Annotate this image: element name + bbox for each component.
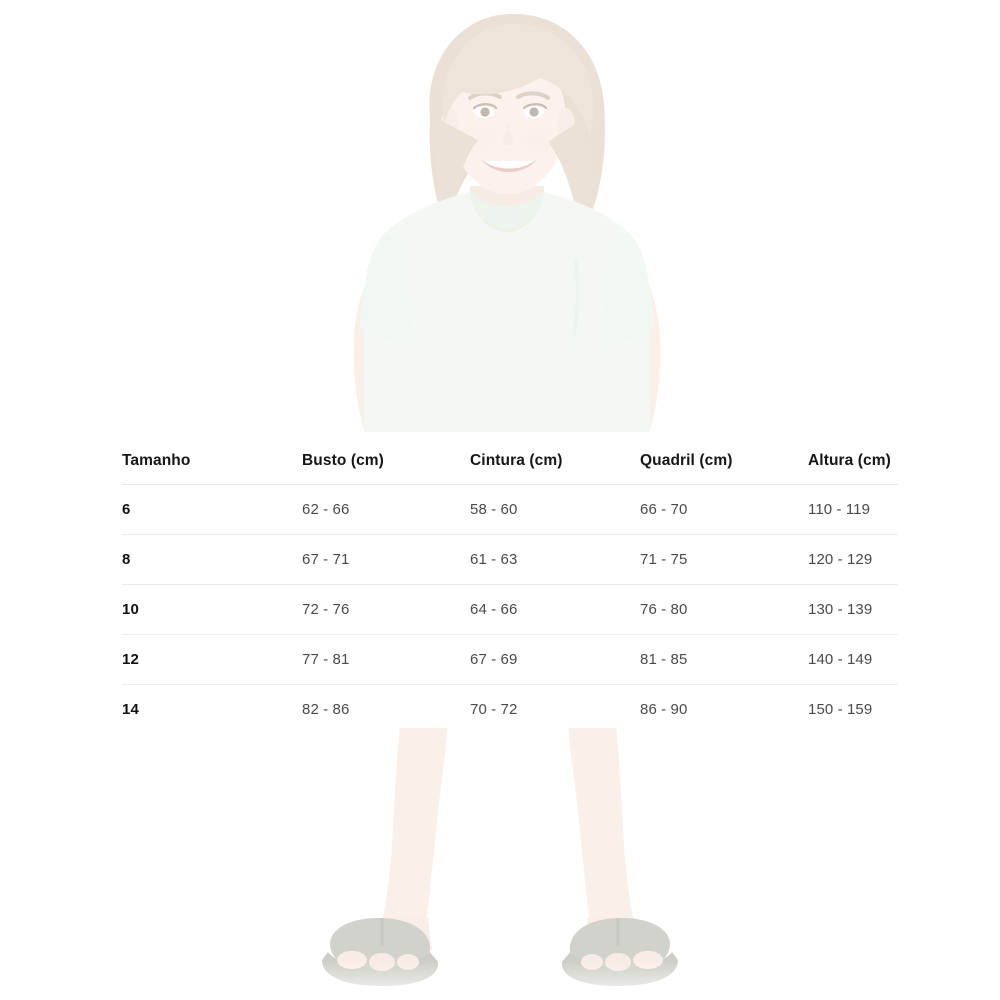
pupil-left [480, 107, 490, 117]
cell-cintura: 61 - 63 [470, 551, 518, 568]
cell-quadril: 71 - 75 [640, 551, 688, 568]
table-header-row: Tamanho Busto (cm) Cintura (cm) Quadril … [122, 452, 898, 485]
toes-left-a [337, 951, 367, 969]
cell-tamanho: 8 [122, 551, 131, 568]
cell-altura: 110 - 119 [808, 501, 871, 518]
leg-right [568, 726, 634, 922]
size-table-container: Tamanho Busto (cm) Cintura (cm) Quadril … [122, 452, 898, 734]
cell-quadril: 66 - 70 [640, 501, 688, 518]
foot-right [584, 918, 664, 950]
table-row: 8 67 - 71 61 - 63 71 - 75 120 - 129 [122, 535, 898, 585]
table-body: 6 62 - 66 58 - 60 66 - 70 110 - 119 8 67… [122, 485, 898, 735]
cell-quadril: 81 - 85 [640, 651, 688, 668]
hair-side-right [548, 122, 588, 230]
bottom-fade [0, 820, 1000, 1000]
cell-tamanho: 14 [122, 701, 139, 718]
cell-cintura: 67 - 69 [470, 651, 518, 668]
size-chart-table: Tamanho Busto (cm) Cintura (cm) Quadril … [122, 452, 898, 734]
tshirt-hem [364, 436, 650, 450]
cell-busto: 72 - 76 [302, 601, 350, 618]
cell-tamanho: 10 [122, 601, 139, 618]
toes-left-c [397, 954, 419, 970]
column-header-altura: Altura (cm) [808, 452, 891, 469]
teeth [484, 161, 534, 169]
cell-altura: 130 - 139 [808, 601, 873, 618]
cell-altura: 120 - 129 [808, 551, 873, 568]
eyebrow-right [516, 91, 550, 100]
hair-fringe [442, 23, 594, 137]
toes-right-a [581, 954, 603, 970]
face [450, 46, 566, 194]
toes-right-c [633, 951, 663, 969]
cell-busto: 67 - 71 [302, 551, 350, 568]
cell-cintura: 64 - 66 [470, 601, 518, 618]
pupil-right [529, 107, 539, 117]
nose [503, 122, 513, 146]
column-header-cintura: Cintura (cm) [470, 452, 563, 469]
eye-white-right [524, 106, 544, 118]
mouth [482, 160, 536, 172]
sandal-left [322, 918, 439, 986]
table-row: 6 62 - 66 58 - 60 66 - 70 110 - 119 [122, 485, 898, 535]
table-row: 12 77 - 81 67 - 69 81 - 85 140 - 149 [122, 635, 898, 685]
cheek-left [456, 124, 500, 156]
column-header-tamanho: Tamanho [122, 452, 191, 469]
ear-right [557, 108, 575, 140]
table-row: 10 72 - 76 64 - 66 76 - 80 130 - 139 [122, 585, 898, 635]
cell-busto: 77 - 81 [302, 651, 350, 668]
eyelid-right [522, 103, 548, 110]
cell-quadril: 76 - 80 [640, 601, 688, 618]
column-header-busto: Busto (cm) [302, 452, 384, 469]
cell-altura: 150 - 159 [808, 701, 873, 718]
foot-left [352, 918, 432, 950]
eye-white-left [474, 106, 494, 118]
column-header-quadril: Quadril (cm) [640, 452, 733, 469]
leg-left [382, 726, 448, 922]
eyelid-left [472, 103, 498, 110]
cell-busto: 82 - 86 [302, 701, 350, 718]
tshirt-seam [572, 260, 579, 338]
hair-side-left [435, 120, 478, 232]
cell-altura: 140 - 149 [808, 651, 873, 668]
arm-right [616, 252, 661, 436]
neck [470, 186, 544, 258]
eyebrow-left [468, 91, 502, 100]
table-head: Tamanho Busto (cm) Cintura (cm) Quadril … [122, 452, 898, 485]
sandal-right [561, 918, 678, 986]
cell-busto: 62 - 66 [302, 501, 350, 518]
toes-left-b [369, 953, 395, 971]
cell-tamanho: 12 [122, 651, 139, 668]
tshirt-neckline [470, 192, 544, 230]
cell-cintura: 70 - 72 [470, 701, 518, 718]
hair-back [429, 13, 606, 227]
cell-quadril: 86 - 90 [640, 701, 688, 718]
ear-left [441, 108, 459, 140]
cell-cintura: 58 - 60 [470, 501, 518, 518]
table-row: 14 82 - 86 70 - 72 86 - 90 150 - 159 [122, 685, 898, 735]
cheek-right [516, 124, 560, 156]
sleeve-left [360, 232, 414, 342]
sleeve-right [600, 232, 654, 342]
cell-tamanho: 6 [122, 501, 131, 518]
toes-right-b [605, 953, 631, 971]
tshirt-body [364, 192, 650, 436]
arm-left [353, 252, 398, 436]
